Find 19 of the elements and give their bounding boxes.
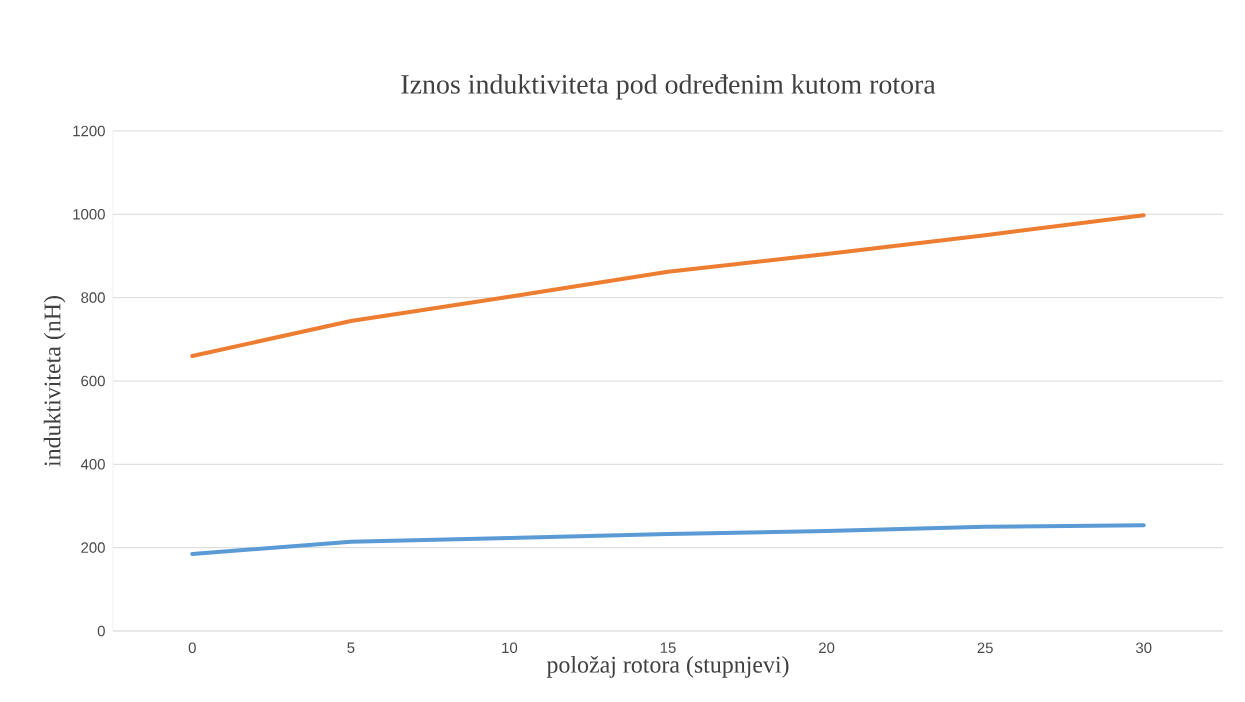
chart-title: Iznos induktiviteta pod određenim kutom rotora: [401, 74, 936, 100]
x-tick-label: 15: [660, 642, 676, 653]
y-tick-label: 800: [81, 292, 105, 303]
y-tick-label: 200: [81, 542, 105, 553]
line-series: [190, 523, 1146, 556]
y-tick-label: 0: [97, 625, 105, 637]
y-tick-label: 1000: [73, 209, 105, 220]
x-tick-label: 5: [347, 642, 355, 653]
x-tick-label: 20: [819, 642, 835, 654]
x-tick-label: 10: [502, 642, 518, 654]
y-tick-label: 600: [81, 375, 105, 387]
y-axis-title: induktiviteta (nH): [43, 296, 66, 467]
x-tick-label: 25: [977, 642, 993, 654]
x-tick-label: 30: [1135, 642, 1152, 654]
x-tick-label: 0: [188, 642, 196, 654]
x-axis-title: položaj rotora (stupnjevi): [546, 655, 789, 678]
line-series: [190, 213, 1146, 358]
y-tick-label: 400: [80, 459, 105, 470]
y-tick-label: 1200: [73, 125, 105, 137]
